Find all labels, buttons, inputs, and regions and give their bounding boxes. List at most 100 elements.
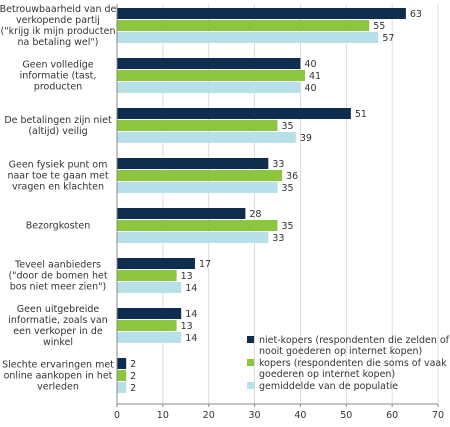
value-label: 14 xyxy=(185,333,197,344)
category-label-line: winkel xyxy=(43,337,73,348)
category-label-line: informatie (tast, xyxy=(20,71,97,82)
x-tick-label: 60 xyxy=(386,410,398,421)
value-label: 51 xyxy=(355,109,367,120)
value-label: 36 xyxy=(286,171,298,182)
bar xyxy=(117,182,278,193)
category-label-line: verkopende partij xyxy=(16,15,100,26)
category-label-line: Geen fysiek punt om xyxy=(9,160,108,171)
bar xyxy=(117,258,195,269)
category-label-line: producten xyxy=(34,82,82,93)
bar xyxy=(117,32,379,43)
category-label: De betalingen zijn niet (altijd) veilig xyxy=(4,115,112,137)
legend-entry: kopers (respondenten die soms of vaak goe… xyxy=(259,358,447,380)
category-label-line: een verkoper in de xyxy=(13,326,103,337)
category-label-line: vragen en klachten xyxy=(12,182,104,193)
axes xyxy=(116,4,439,407)
value-label: 2 xyxy=(130,359,136,370)
category-label-line: na betaling wel") xyxy=(18,37,99,48)
x-tick-label: 50 xyxy=(340,410,352,421)
bar xyxy=(117,208,246,219)
bar xyxy=(117,82,301,93)
value-label: 40 xyxy=(304,59,316,70)
bar xyxy=(117,320,177,331)
category-label-line: Geen volledige xyxy=(22,60,93,71)
legend-swatch xyxy=(247,336,254,343)
value-label: 2 xyxy=(130,371,136,382)
value-label: 41 xyxy=(309,71,321,82)
x-tick-label: 0 xyxy=(114,410,120,421)
category-label-line: informatie, zoals van xyxy=(8,315,108,326)
legend-entry-line: goederen op internet kopen) xyxy=(259,369,395,380)
value-label: 35 xyxy=(282,183,294,194)
bar xyxy=(117,108,351,119)
value-label: 63 xyxy=(410,9,422,20)
category-label: Betrouwbaarheid van de verkopende partij(… xyxy=(0,4,117,48)
bar xyxy=(117,232,269,243)
category-label: Geen fysiek punt om naar toe te gaan met v… xyxy=(7,160,108,193)
value-label: 17 xyxy=(199,259,211,270)
bar xyxy=(117,220,278,231)
value-label: 39 xyxy=(300,133,312,144)
value-label: 57 xyxy=(382,33,394,44)
value-label: 2 xyxy=(130,383,136,394)
category-label-line: (altijd) veilig xyxy=(28,126,87,137)
category-label-line: Betrouwbaarheid van de xyxy=(0,4,117,15)
x-tick-label: 30 xyxy=(249,410,261,421)
value-label: 14 xyxy=(185,309,197,320)
legend-swatch xyxy=(247,359,254,366)
category-label: Geen uitgebreide informatie, zoals van een… xyxy=(8,304,108,348)
value-label: 35 xyxy=(282,221,294,232)
legend-entry-line: niet-kopers (respondenten die zelden of xyxy=(259,335,450,346)
value-label: 13 xyxy=(181,321,193,332)
category-label-line: ("krijg ik mijn producten xyxy=(1,26,116,37)
category-label-line: Teveel aanbieders xyxy=(14,260,101,271)
legend-swatch xyxy=(247,382,254,389)
bars: 6355574041405135393336352835331713141413… xyxy=(117,8,422,394)
bar xyxy=(117,8,406,19)
value-label: 28 xyxy=(249,209,261,220)
bar xyxy=(117,308,182,319)
category-label: Geen volledige informatie (tast, producten xyxy=(20,60,97,93)
category-label-line: Slechte ervaringen met xyxy=(2,360,114,371)
bar xyxy=(117,332,182,343)
category-label-line: naar toe te gaan met xyxy=(7,171,108,182)
value-label: 55 xyxy=(373,21,385,32)
bar xyxy=(117,170,283,181)
legend-entry-line: nooit goederen op internet kopen) xyxy=(259,346,422,357)
legend-entry-line: kopers (respondenten die soms of vaak xyxy=(259,358,447,369)
value-label: 35 xyxy=(282,121,294,132)
x-tick-label: 20 xyxy=(203,410,215,421)
category-label: Slechte ervaringen met online aankopen in… xyxy=(2,360,114,393)
category-label-line: De betalingen zijn niet xyxy=(4,115,112,126)
value-label: 14 xyxy=(185,283,197,294)
bar xyxy=(117,70,306,81)
value-label: 40 xyxy=(304,83,316,94)
bar xyxy=(117,282,182,293)
bar xyxy=(117,270,177,281)
x-tick-label: 70 xyxy=(432,410,444,421)
x-tick-label: 10 xyxy=(157,410,169,421)
legend-entry: gemiddelde van de populatie xyxy=(259,381,398,392)
bar xyxy=(117,358,127,369)
legend-entry: niet-kopers (respondenten die zelden of n… xyxy=(259,335,450,357)
category-label-line: bos niet meer zien") xyxy=(10,282,107,293)
category-label-line: verleden xyxy=(37,382,79,393)
x-tick-label: 40 xyxy=(294,410,306,421)
category-label: Teveel aanbieders ("door de bomen het bos … xyxy=(8,260,107,293)
legend: niet-kopers (respondenten die zelden of n… xyxy=(247,335,450,392)
category-label-line: Geen uitgebreide xyxy=(17,304,100,315)
value-label: 13 xyxy=(181,271,193,282)
category-label-line: online aankopen in het xyxy=(4,371,113,382)
value-label: 33 xyxy=(272,233,284,244)
bar xyxy=(117,370,127,381)
category-label-line: ("door de bomen het xyxy=(8,271,107,282)
x-axis-ticks: 0 10 20 30 40 50 60 70 xyxy=(114,410,444,421)
category-label: Bezorgkosten xyxy=(26,221,90,232)
legend-entry-line: gemiddelde van de populatie xyxy=(259,381,398,392)
bar xyxy=(117,382,127,393)
bar xyxy=(117,58,301,69)
category-labels: Betrouwbaarheid van de verkopende partij(… xyxy=(0,4,117,393)
category-label-line: Bezorgkosten xyxy=(26,221,90,232)
bar xyxy=(117,120,278,131)
